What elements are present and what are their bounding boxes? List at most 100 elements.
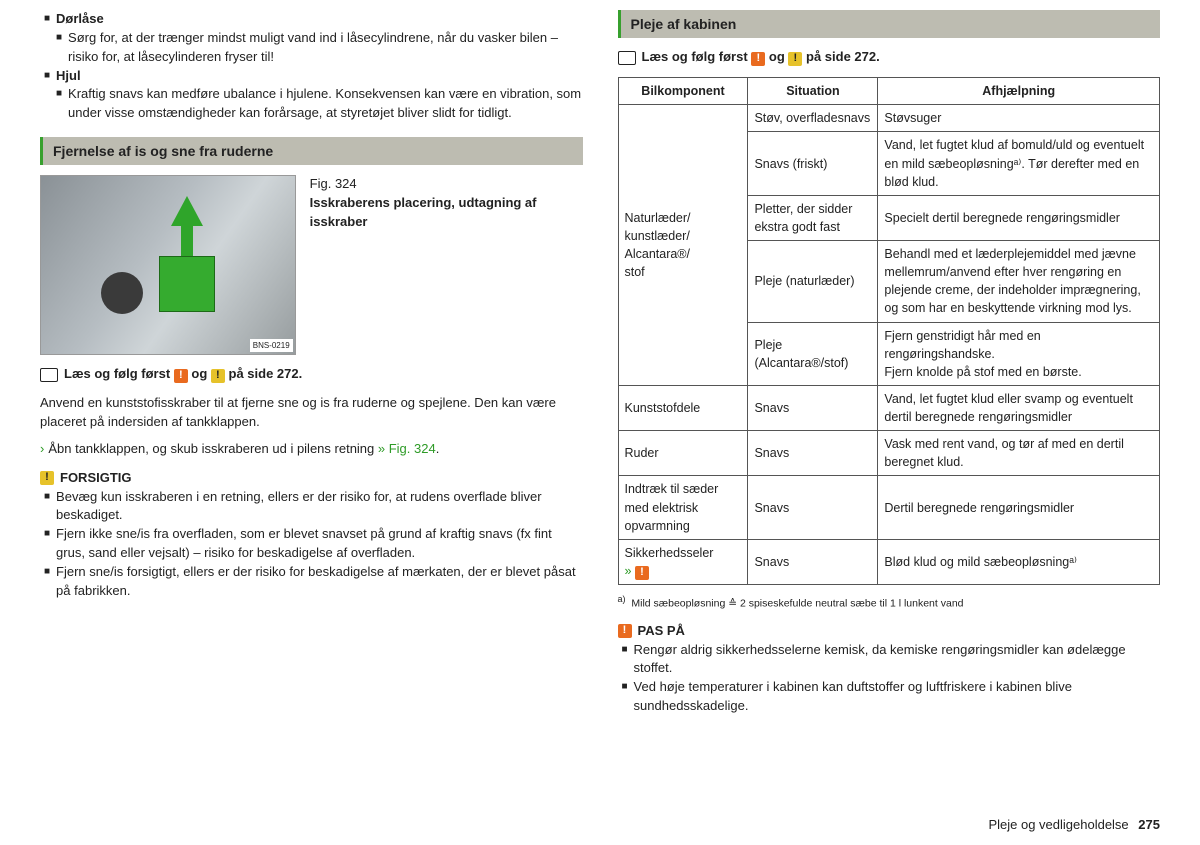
bullet-icon: ■ xyxy=(44,488,50,526)
read-first-line: Læs og følg først ! og ! på side 272. xyxy=(40,365,583,384)
instruction-line: ›Åbn tankklappen, og skub isskraberen ud… xyxy=(40,440,583,459)
scraper-panel xyxy=(159,256,215,312)
up-arrow-stem xyxy=(181,224,193,260)
figure-row: BNS-0219 Fig. 324 Isskraberens placering… xyxy=(40,175,583,355)
caution-label: FORSIGTIG xyxy=(60,469,132,488)
list-item: ■ Ved høje temperaturer i kabinen kan du… xyxy=(622,678,1161,716)
read-first-prefix: Læs og følg først xyxy=(64,366,174,381)
list-item-text: Kraftig snavs kan medføre ubalance i hju… xyxy=(68,85,582,123)
left-column: ■ Dørlåse ■ Sørg for, at der trænger min… xyxy=(40,10,583,796)
attention-heading: ! PAS PÅ xyxy=(618,622,1161,641)
bullet-icon: ■ xyxy=(44,563,50,601)
table-header-row: Bilkomponent Situation Afhjælpning xyxy=(618,78,1160,105)
warning-yellow-icon: ! xyxy=(40,471,54,485)
warning-yellow-icon: ! xyxy=(788,52,802,66)
warning-orange-icon: ! xyxy=(618,624,632,638)
list-item-text: Rengør aldrig sikkerhedsselerne kemisk, … xyxy=(634,641,1160,679)
table-cell: Snavs (friskt) xyxy=(748,132,878,195)
bullet-icon: ■ xyxy=(44,10,50,29)
table-cell: Støv, overfladesnavs xyxy=(748,105,878,132)
bullet-icon: ■ xyxy=(56,29,62,67)
list-item-text: Ved høje temperaturer i kabinen kan duft… xyxy=(634,678,1160,716)
table-row: Ruder Snavs Vask med rent vand, og tør a… xyxy=(618,431,1160,476)
table-header: Situation xyxy=(748,78,878,105)
bullet-icon: ■ xyxy=(44,525,50,563)
list-item: ■ Fjern ikke sne/is fra overfladen, som … xyxy=(44,525,583,563)
warning-yellow-icon: ! xyxy=(211,369,225,383)
table-cell: Støvsuger xyxy=(878,105,1160,132)
bullet-icon: ■ xyxy=(56,85,62,123)
footnote-text: Mild sæbeopløsning ≙ 2 spiseskefulde neu… xyxy=(631,598,963,610)
caution-heading: ! FORSIGTIG xyxy=(40,469,583,488)
table-cell: Vand, let fugtet klud af bomuld/uld og e… xyxy=(878,132,1160,195)
table-cell: Snavs xyxy=(748,476,878,539)
instruction-end: . xyxy=(436,441,440,456)
table-cell: Behandl med et læderplejemiddel med jævn… xyxy=(878,241,1160,323)
table-cell: Naturlæder/ kunstlæder/ Alcantara®/ stof xyxy=(618,105,748,386)
list-item: ■ Rengør aldrig sikkerhedsselerne kemisk… xyxy=(622,641,1161,679)
table-cell: Vask med rent vand, og tør af med en der… xyxy=(878,431,1160,476)
list-item: ■ Bevæg kun isskraberen i en retning, el… xyxy=(44,488,583,526)
list-item-text: Fjern sne/is forsigtigt, ellers er der r… xyxy=(56,563,582,601)
page-columns: ■ Dørlåse ■ Sørg for, at der trænger min… xyxy=(40,10,1160,796)
care-table: Bilkomponent Situation Afhjælpning Natur… xyxy=(618,77,1161,585)
read-first-line: Læs og følg først ! og ! på side 272. xyxy=(618,48,1161,67)
read-first-suffix: på side 272. xyxy=(225,366,302,381)
list-item-text: Fjern ikke sne/is fra overfladen, som er… xyxy=(56,525,582,563)
table-cell: Kunststofdele xyxy=(618,385,748,430)
list-item: ■ Hjul xyxy=(44,67,583,86)
list-item-text: Bevæg kun isskraberen i en retning, elle… xyxy=(56,488,582,526)
table-cell: Pleje (naturlæder) xyxy=(748,241,878,323)
table-cell: Pletter, der sidder ekstra godt fast xyxy=(748,195,878,240)
up-arrow-icon xyxy=(171,196,203,226)
figure-caption: Fig. 324 Isskraberens placering, udtagni… xyxy=(310,175,583,355)
table-cell: Snavs xyxy=(748,431,878,476)
table-cell: Snavs xyxy=(748,539,878,584)
read-first-and: og xyxy=(765,49,788,64)
table-row: Naturlæder/ kunstlæder/ Alcantara®/ stof… xyxy=(618,105,1160,132)
table-cell: Specielt dertil beregnede rengøringsmidl… xyxy=(878,195,1160,240)
warning-orange-icon: ! xyxy=(174,369,188,383)
figure-number: Fig. 324 xyxy=(310,175,583,194)
page-number: 275 xyxy=(1138,817,1160,832)
table-row: Kunststofdele Snavs Vand, let fugtet klu… xyxy=(618,385,1160,430)
right-column: Pleje af kabinen Læs og følg først ! og … xyxy=(618,10,1161,796)
table-cell: Vand, let fugtet klud eller svamp og eve… xyxy=(878,385,1160,430)
table-cell: Ruder xyxy=(618,431,748,476)
footer-section: Pleje og vedligeholdelse xyxy=(988,817,1128,832)
figure-code: BNS-0219 xyxy=(250,339,293,353)
list-item: ■ Dørlåse xyxy=(44,10,583,29)
read-first-suffix: på side 272. xyxy=(802,49,879,64)
table-cell: Blød klud og mild sæbeopløsningᵃ⁾ xyxy=(878,539,1160,584)
figure-link[interactable]: » Fig. 324 xyxy=(378,441,436,456)
page-footer: Pleje og vedligeholdelse 275 xyxy=(40,796,1160,835)
list-item-title: Dørlåse xyxy=(56,11,104,26)
table-row: Indtræk til sæder med elektrisk opvarmni… xyxy=(618,476,1160,539)
table-cell: Pleje (Alcantara®/stof) xyxy=(748,322,878,385)
list-item: ■ Fjern sne/is forsigtigt, ellers er der… xyxy=(44,563,583,601)
table-cell: Dertil beregnede rengøringsmidler xyxy=(878,476,1160,539)
book-icon xyxy=(618,51,636,65)
list-item-text: Sørg for, at der trænger mindst muligt v… xyxy=(68,29,582,67)
table-cell: Fjern genstridigt hår med en rengøringsh… xyxy=(878,322,1160,385)
instruction-arrow-icon: › xyxy=(40,441,44,456)
list-item-title: Hjul xyxy=(56,68,81,83)
list-item: ■ Kraftig snavs kan medføre ubalance i h… xyxy=(56,85,583,123)
table-cell: Snavs xyxy=(748,385,878,430)
attention-label: PAS PÅ xyxy=(638,622,685,641)
bullet-icon: ■ xyxy=(622,641,628,679)
table-cell: Sikkerhedsseler » ! xyxy=(618,539,748,584)
fuel-cap-icon xyxy=(101,272,143,314)
paragraph: Anvend en kunststofisskraber til at fjer… xyxy=(40,394,583,432)
table-header: Bilkomponent xyxy=(618,78,748,105)
table-footnote: a) Mild sæbeopløsning ≙ 2 spiseskefulde … xyxy=(618,593,1161,612)
book-icon xyxy=(40,368,58,382)
bullet-icon: ■ xyxy=(622,678,628,716)
bullet-icon: ■ xyxy=(44,67,50,86)
list-item: ■ Sørg for, at der trænger mindst muligt… xyxy=(56,29,583,67)
warning-orange-icon: ! xyxy=(751,52,765,66)
figure-title: Isskraberens placering, udtagning af iss… xyxy=(310,194,583,232)
warning-orange-icon: ! xyxy=(635,566,649,580)
read-first-prefix: Læs og følg først xyxy=(642,49,752,64)
table-cell: Indtræk til sæder med elektrisk opvarmni… xyxy=(618,476,748,539)
